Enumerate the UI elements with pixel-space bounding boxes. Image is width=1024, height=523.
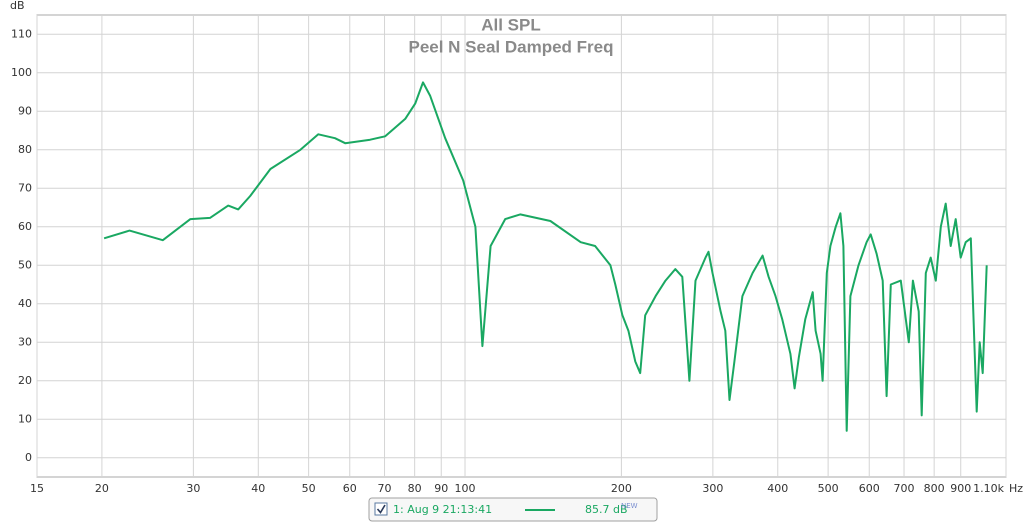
x-tick-label: 800 (924, 482, 945, 495)
y-tick-label: 50 (18, 258, 32, 271)
y-tick-label: 90 (18, 104, 32, 117)
y-axis-label: dB (10, 0, 25, 12)
y-tick-label: 110 (11, 27, 32, 40)
chart-subtitle: Peel N Seal Damped Freq (408, 37, 613, 56)
x-tick-label: 60 (343, 482, 357, 495)
y-tick-label: 40 (18, 297, 32, 310)
x-axis-label: Hz (1009, 482, 1023, 495)
y-tick-label: 10 (18, 412, 32, 425)
plot-frame (36, 14, 1007, 478)
x-tick-label: 700 (894, 482, 915, 495)
x-tick-label: 1.10k (973, 482, 1004, 495)
x-tick-label: 70 (378, 482, 392, 495)
legend-value: 85.7 dB (585, 503, 628, 516)
x-tick-label: 100 (455, 482, 476, 495)
y-tick-label: 30 (18, 335, 32, 348)
x-tick-label: 500 (818, 482, 839, 495)
x-tick-label: 15 (30, 482, 44, 495)
y-tick-label: 100 (11, 66, 32, 79)
legend-entry: 1: Aug 9 21:13:41 (393, 503, 492, 516)
y-tick-label: 0 (25, 451, 32, 464)
legend: 1: Aug 9 21:13:41 85.7 dB NEW (368, 497, 658, 522)
x-tick-label: 30 (186, 482, 200, 495)
series-line (103, 81, 988, 432)
y-tick-label: 70 (18, 181, 32, 194)
checkbox-check (376, 504, 386, 514)
chart-title: All SPL (481, 15, 541, 34)
x-tick-label: 80 (408, 482, 422, 495)
x-tick-label: 90 (434, 482, 448, 495)
grid (36, 15, 1007, 477)
y-tick-label: 60 (18, 220, 32, 233)
x-tick-label: 600 (859, 482, 880, 495)
x-tick-label: 300 (702, 482, 723, 495)
x-tick-label: 20 (95, 482, 109, 495)
x-tick-label: 50 (302, 482, 316, 495)
x-tick-label: 900 (950, 482, 971, 495)
y-tick-label: 80 (18, 143, 32, 156)
legend-badge: NEW (621, 502, 638, 510)
y-tick-label: 20 (18, 374, 32, 387)
x-tick-label: 40 (251, 482, 265, 495)
x-tick-label: 400 (767, 482, 788, 495)
legend-box (368, 497, 658, 522)
x-tick-label: 200 (611, 482, 632, 495)
